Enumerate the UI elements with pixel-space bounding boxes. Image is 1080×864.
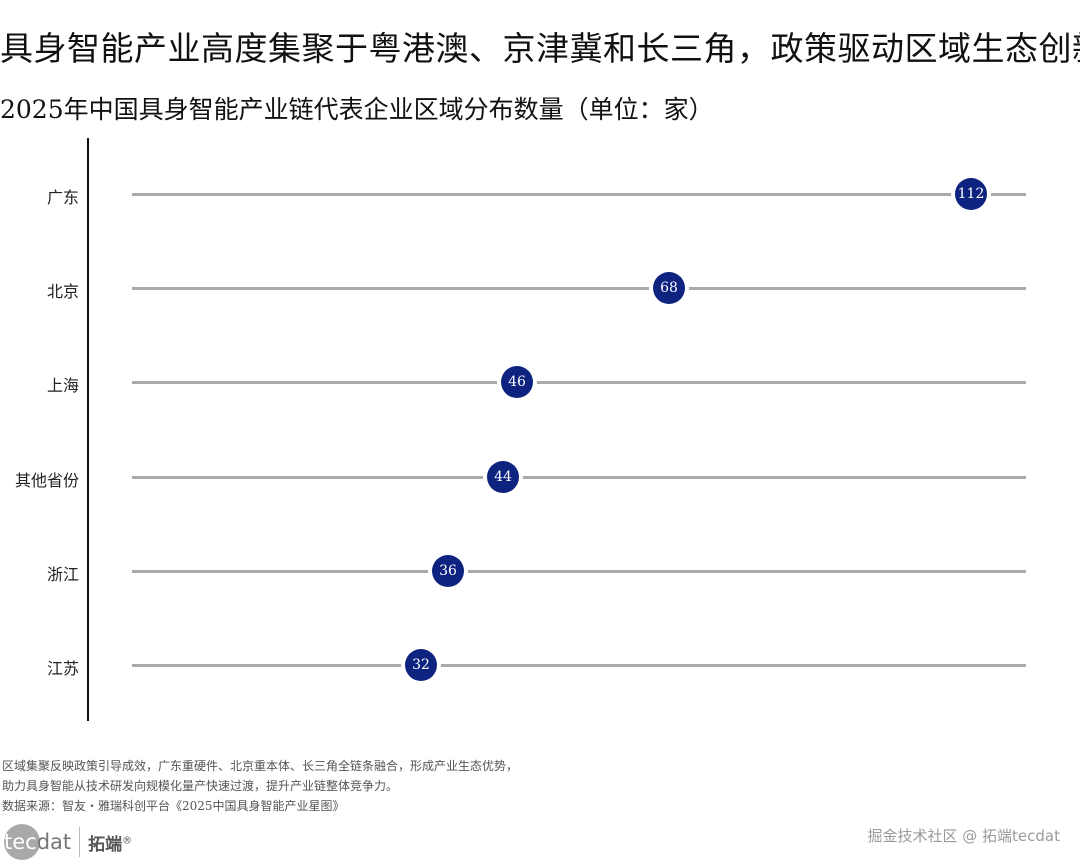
chart-headline: 具身智能产业高度集聚于粤港澳、京津冀和长三角，政策驱动区域生态创新 — [0, 29, 1080, 68]
watermark: 掘金技术社区 @ 拓端tecdat — [867, 827, 1061, 845]
category-label: 浙江 — [46, 565, 79, 584]
lollipop-row: 其他省份 44 — [0, 458, 1080, 498]
brand-logo: tecdat 拓端® — [2, 822, 132, 862]
category-label: 广东 — [46, 188, 79, 207]
value-marker: 68 — [653, 272, 685, 304]
logo-circle-icon — [4, 824, 40, 860]
logo-cn-name: 拓端® — [88, 830, 132, 855]
value-marker: 44 — [487, 461, 519, 493]
logo-divider — [79, 827, 81, 857]
lollipop-row: 广东 112 — [0, 175, 1080, 215]
lollipop-stem — [132, 381, 1026, 384]
footnote-line: 区域集聚反映政策引导成效，广东重硬件、北京重本体、长三角全链条融合，形成产业生态… — [2, 759, 519, 773]
lollipop-stem — [132, 570, 1026, 573]
footnote-line: 助力具身智能从技术研发向规模化量产快速过渡，提升产业链整体竞争力。 — [2, 779, 399, 793]
y-axis-line — [87, 138, 89, 721]
category-label: 上海 — [46, 376, 79, 395]
lollipop-row: 北京 68 — [0, 269, 1080, 309]
logo-wordmark: tecdat — [2, 830, 71, 854]
data-source: 数据来源：智友・雅瑞科创平台《2025中国具身智能产业星图》 — [2, 799, 345, 813]
category-label: 江苏 — [46, 659, 79, 678]
chart-title: 2025年中国具身智能产业链代表企业区域分布数量（单位：家） — [0, 95, 714, 124]
logo-dat: dat — [36, 830, 72, 854]
category-label: 其他省份 — [14, 471, 79, 490]
lollipop-row: 上海 46 — [0, 363, 1080, 403]
value-marker: 46 — [501, 366, 533, 398]
value-marker: 36 — [432, 555, 464, 587]
lollipop-stem — [132, 664, 1026, 667]
chart-footnote: 区域集聚反映政策引导成效，广东重硬件、北京重本体、长三角全链条融合，形成产业生态… — [2, 756, 518, 816]
lollipop-row: 浙江 36 — [0, 552, 1080, 592]
registered-mark: ® — [122, 834, 133, 846]
logo-cn-text: 拓端 — [88, 834, 123, 855]
value-marker: 112 — [955, 178, 987, 210]
logo-tec: tec — [4, 830, 37, 854]
category-label: 北京 — [46, 282, 79, 301]
value-marker: 32 — [405, 649, 437, 681]
lollipop-row: 江苏 32 — [0, 646, 1080, 686]
lollipop-stem — [132, 476, 1026, 479]
lollipop-stem — [132, 193, 1026, 196]
lollipop-stem — [132, 287, 1026, 290]
